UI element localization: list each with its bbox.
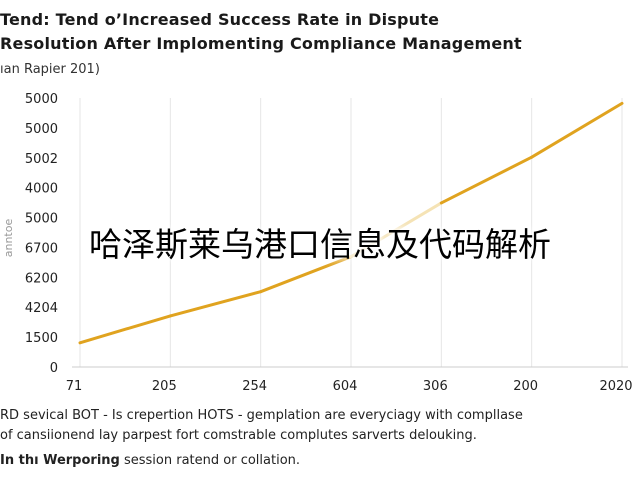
x-tick-labels: 71 205 254 604 306 200 2020 xyxy=(66,379,633,394)
y-tick-label: 1500 xyxy=(25,331,58,346)
x-tick-label: 205 xyxy=(152,379,177,394)
series-line-segment xyxy=(349,201,443,259)
y-tick-label: 5000 xyxy=(25,92,58,107)
footer-bold-text: In thı Werporing xyxy=(0,453,120,468)
data-series xyxy=(78,101,624,345)
chart-title: Tend: Tend o’Increased Success Rate in D… xyxy=(0,8,640,56)
y-tick-labels: 5000 5000 5002 4000 5000 6700 6200 4204 1500 0 xyxy=(25,92,58,376)
y-tick-label: 5002 xyxy=(25,152,58,167)
series-line-segment xyxy=(259,255,353,294)
y-tick-label: 4204 xyxy=(25,301,58,316)
chart-subtitle: ıan Rapier 201) xyxy=(0,62,100,77)
x-tick-label: 71 xyxy=(66,379,83,394)
y-tick-label: 4000 xyxy=(25,182,58,197)
y-tick-label: 6700 xyxy=(25,241,58,256)
chart-caption: RD sevical BOT - Is crepertion HOTS - ge… xyxy=(0,406,640,446)
caption-line-2: of cansiionend lay parpest fort comstrab… xyxy=(0,428,477,443)
y-tick-label: 5000 xyxy=(25,122,58,137)
x-tick-label: 200 xyxy=(513,379,538,394)
x-tick-label: 254 xyxy=(242,379,267,394)
grid-lines xyxy=(79,98,623,367)
overlay-watermark-text: 哈泽斯莱乌港口信息及代码解析 xyxy=(89,225,551,264)
chart-title-line-1: Tend: Tend o’Increased Success Rate in D… xyxy=(0,10,440,29)
chart-footer: In thı Werporing session ratend or colla… xyxy=(0,453,300,468)
footer-text: session ratend or collation. xyxy=(119,453,301,468)
y-tick-label: 5000 xyxy=(25,212,58,227)
caption-line-1: RD sevical BOT - Is crepertion HOTS - ge… xyxy=(0,408,523,423)
x-tick-label: 604 xyxy=(333,379,358,394)
y-axis-label: anntoe xyxy=(2,219,15,258)
y-tick-label: 6200 xyxy=(25,271,58,286)
x-tick-label: 2020 xyxy=(599,379,632,394)
series-line-segment xyxy=(78,314,172,345)
y-tick-label: 0 xyxy=(50,361,58,376)
chart-title-line-2: Resolution After Implomenting Compliance… xyxy=(0,34,522,53)
x-tick-label: 306 xyxy=(423,379,448,394)
series-line-segment xyxy=(439,155,534,205)
series-line-segment xyxy=(168,290,263,318)
series-line-segment xyxy=(530,101,624,159)
